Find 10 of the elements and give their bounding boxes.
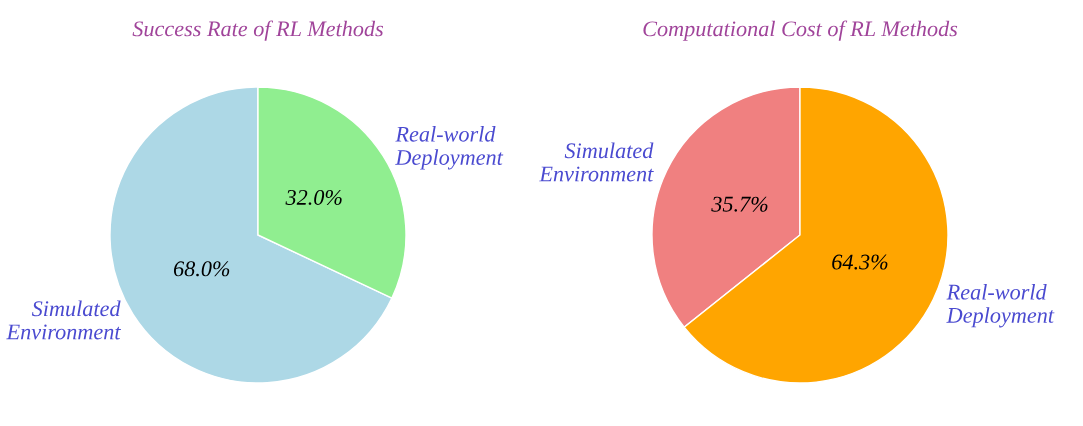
slice-label: Simulated Environment	[539, 142, 654, 182]
slice-label: Real-world Deployment	[946, 283, 1055, 328]
chart-title: Success Rate of RL Methods	[132, 20, 384, 41]
chart-title: Computational Cost of RL Methods	[643, 20, 958, 41]
data-label: 68.0%	[173, 261, 230, 277]
data-label: 64.3%	[832, 254, 888, 270]
data-label: 35.7%	[711, 196, 768, 212]
slice-label: Simulated Environment	[6, 300, 121, 340]
slice-label: Real-world Deployment	[395, 126, 504, 170]
data-label: 32.0%	[285, 189, 342, 205]
